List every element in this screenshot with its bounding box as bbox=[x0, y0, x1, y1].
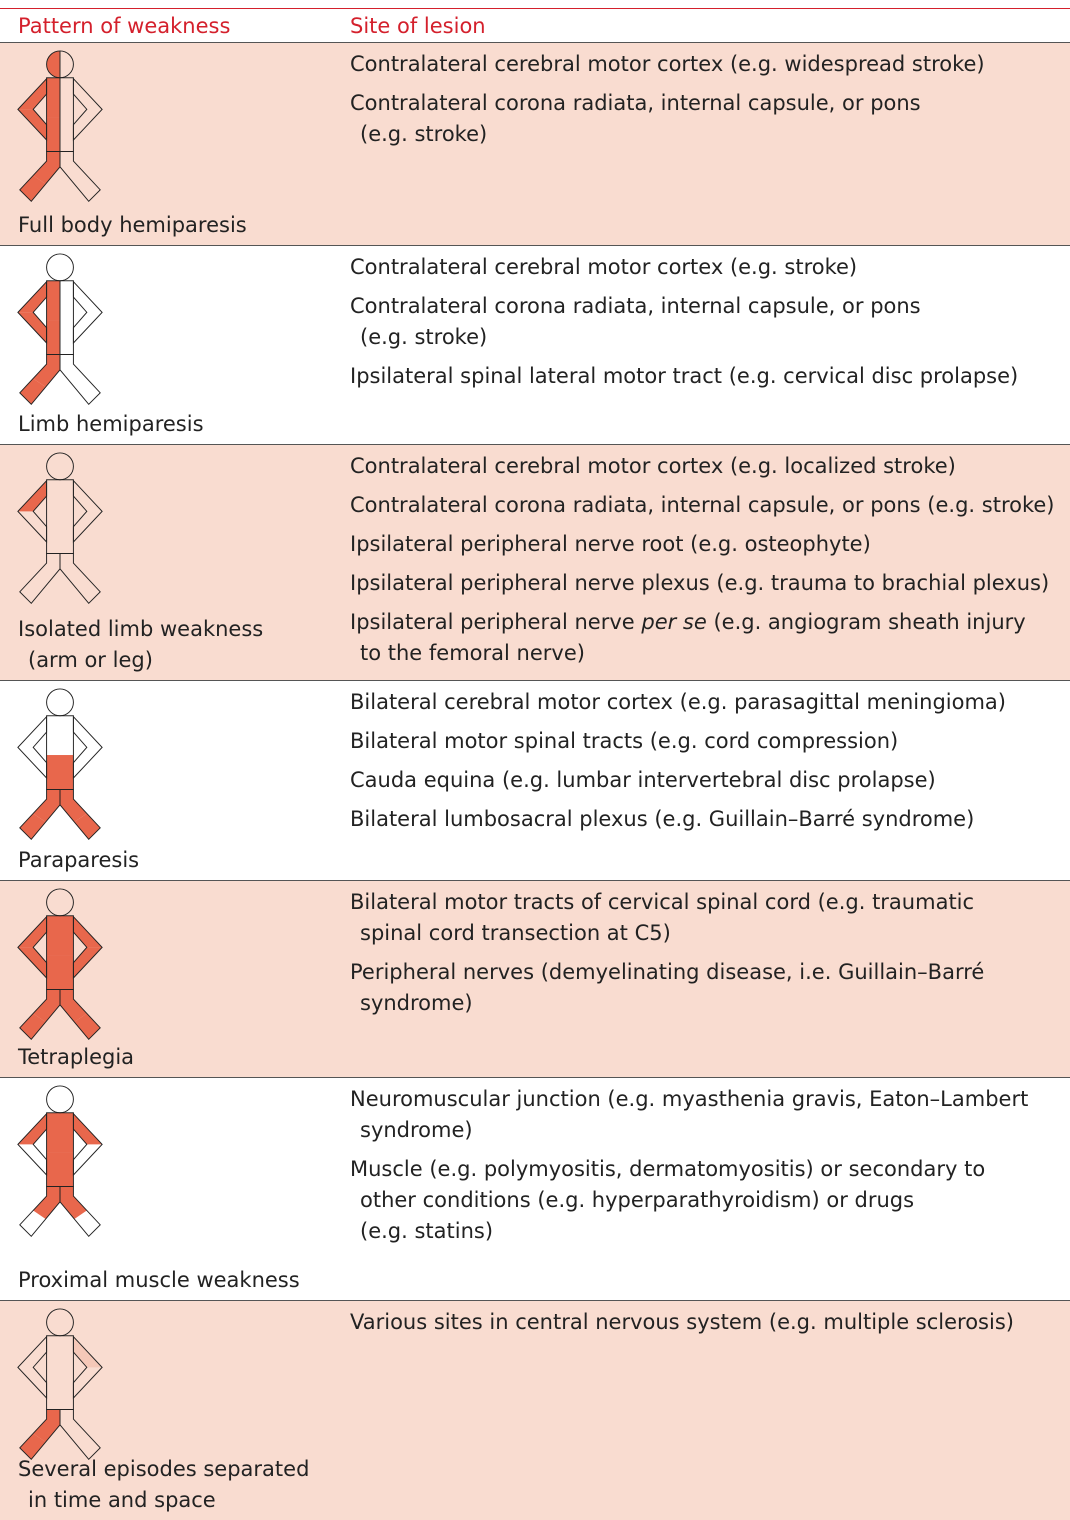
pattern-line: Proximal muscle weakness bbox=[18, 1268, 300, 1292]
pattern-line: Limb hemiparesis bbox=[18, 412, 204, 436]
site-line: Neuromuscular junction (e.g. myasthenia … bbox=[350, 1087, 1029, 1111]
site-line: Ipsilateral spinal lateral motor tract (… bbox=[350, 364, 1019, 388]
figure-isolated-limb bbox=[17, 452, 103, 604]
figure-paraparesis bbox=[17, 688, 103, 840]
table-row: Limb hemiparesis Contralateral cerebral m… bbox=[0, 245, 1070, 444]
site-line: to the femoral nerve) bbox=[360, 641, 585, 665]
pattern-line: Several episodes separated bbox=[18, 1457, 310, 1481]
site-line: Contralateral corona radiata, internal c… bbox=[350, 91, 921, 115]
site-line: Various sites in central nervous system … bbox=[350, 1310, 1014, 1334]
pattern-label: Proximal muscle weakness bbox=[18, 1265, 300, 1296]
site-item: Neuromuscular junction (e.g. myasthenia … bbox=[350, 1084, 1065, 1146]
site-line: Muscle (e.g. polymyositis, dermatomyosit… bbox=[350, 1157, 986, 1181]
site-item: Ipsilateral peripheral nerve per se (e.g… bbox=[350, 607, 1065, 669]
pattern-line: Tetraplegia bbox=[18, 1045, 135, 1069]
site-line: Ipsilateral peripheral nerve plexus (e.g… bbox=[350, 571, 1050, 595]
site-list: Various sites in central nervous system … bbox=[350, 1307, 1065, 1346]
site-line: Bilateral motor spinal tracts (e.g. cord… bbox=[350, 729, 899, 753]
site-list: Contralateral cerebral motor cortex (e.g… bbox=[350, 49, 1065, 158]
site-item: Bilateral lumbosacral plexus (e.g. Guill… bbox=[350, 804, 1065, 835]
top-rule bbox=[0, 8, 1070, 9]
pattern-line: Isolated limb weakness bbox=[18, 617, 264, 641]
pattern-label: Several episodes separated in time and sp… bbox=[18, 1454, 309, 1516]
site-line: (e.g. stroke) bbox=[360, 325, 488, 349]
site-item: Contralateral cerebral motor cortex (e.g… bbox=[350, 252, 1065, 283]
site-item: Bilateral cerebral motor cortex (e.g. pa… bbox=[350, 687, 1065, 718]
header-site: Site of lesion bbox=[350, 14, 486, 38]
figure-several-episodes bbox=[17, 1308, 103, 1460]
site-item: Peripheral nerves (demyelinating disease… bbox=[350, 957, 1065, 1019]
site-line: Ipsilateral peripheral nerve root (e.g. … bbox=[350, 532, 871, 556]
site-list: Contralateral cerebral motor cortex (e.g… bbox=[350, 451, 1065, 677]
site-line: (e.g. statins) bbox=[360, 1219, 494, 1243]
site-line: Cauda equina (e.g. lumbar intervertebral… bbox=[350, 768, 936, 792]
header-pattern: Pattern of weakness bbox=[18, 14, 231, 38]
site-line: Bilateral cerebral motor cortex (e.g. pa… bbox=[350, 690, 1006, 714]
table-row: Several episodes separated in time and sp… bbox=[0, 1300, 1070, 1520]
site-list: Bilateral motor tracts of cervical spina… bbox=[350, 887, 1065, 1027]
site-line: Contralateral cerebral motor cortex (e.g… bbox=[350, 255, 858, 279]
site-text: (e.g. angiogram sheath injury bbox=[706, 610, 1026, 634]
site-text: per se bbox=[641, 610, 707, 634]
site-list: Contralateral cerebral motor cortex (e.g… bbox=[350, 252, 1065, 400]
pattern-label: Tetraplegia bbox=[18, 1042, 134, 1073]
site-line: syndrome) bbox=[360, 1118, 473, 1142]
site-item: Various sites in central nervous system … bbox=[350, 1307, 1065, 1338]
site-item: Contralateral corona radiata, internal c… bbox=[350, 291, 1065, 353]
site-item: Ipsilateral peripheral nerve plexus (e.g… bbox=[350, 568, 1065, 599]
pattern-label: Isolated limb weakness (arm or leg) bbox=[18, 614, 263, 676]
site-line: Contralateral cerebral motor cortex (e.g… bbox=[350, 52, 985, 76]
site-item: Contralateral cerebral motor cortex (e.g… bbox=[350, 451, 1065, 482]
pattern-label: Paraparesis bbox=[18, 845, 139, 876]
site-line: Contralateral cerebral motor cortex (e.g… bbox=[350, 454, 956, 478]
pattern-label: Full body hemiparesis bbox=[18, 210, 247, 241]
site-list: Bilateral cerebral motor cortex (e.g. pa… bbox=[350, 687, 1065, 843]
site-line: (e.g. stroke) bbox=[360, 122, 488, 146]
site-item: Ipsilateral spinal lateral motor tract (… bbox=[350, 361, 1065, 392]
pattern-label: Limb hemiparesis bbox=[18, 409, 204, 440]
site-line: other conditions (e.g. hyperparathyroidi… bbox=[360, 1188, 915, 1212]
site-line: Bilateral lumbosacral plexus (e.g. Guill… bbox=[350, 807, 975, 831]
table-row: Paraparesis Bilateral cerebral motor cort… bbox=[0, 680, 1070, 880]
table-row: Isolated limb weakness (arm or leg) Contra… bbox=[0, 444, 1070, 680]
table-row: Full body hemiparesis Contralateral cereb… bbox=[0, 42, 1070, 245]
site-line: Ipsilateral peripheral nerve per se (e.g… bbox=[350, 607, 1065, 638]
site-item: Ipsilateral peripheral nerve root (e.g. … bbox=[350, 529, 1065, 560]
site-line: Peripheral nerves (demyelinating disease… bbox=[350, 960, 985, 984]
site-line: spinal cord transection at C5) bbox=[360, 921, 671, 945]
site-text: Ipsilateral peripheral nerve bbox=[350, 610, 642, 634]
site-list: Neuromuscular junction (e.g. myasthenia … bbox=[350, 1084, 1065, 1255]
site-item: Contralateral corona radiata, internal c… bbox=[350, 490, 1065, 521]
site-item: Contralateral corona radiata, internal c… bbox=[350, 88, 1065, 150]
pattern-line: Full body hemiparesis bbox=[18, 213, 247, 237]
site-item: Contralateral cerebral motor cortex (e.g… bbox=[350, 49, 1065, 80]
figure-limb-hemiparesis bbox=[17, 253, 103, 405]
site-item: Bilateral motor tracts of cervical spina… bbox=[350, 887, 1065, 949]
pattern-line: in time and space bbox=[28, 1488, 216, 1512]
site-item: Cauda equina (e.g. lumbar intervertebral… bbox=[350, 765, 1065, 796]
table-row: Tetraplegia Bilateral motor tracts of cer… bbox=[0, 880, 1070, 1077]
figure-full-body-hemiparesis bbox=[17, 50, 103, 202]
pattern-line: Paraparesis bbox=[18, 848, 140, 872]
table-row: Proximal muscle weakness Neuromuscular ju… bbox=[0, 1077, 1070, 1300]
site-item: Bilateral motor spinal tracts (e.g. cord… bbox=[350, 726, 1065, 757]
pattern-line: (arm or leg) bbox=[28, 648, 153, 672]
site-item: Muscle (e.g. polymyositis, dermatomyosit… bbox=[350, 1154, 1065, 1247]
site-line: Bilateral motor tracts of cervical spina… bbox=[350, 890, 975, 914]
figure-tetraplegia bbox=[17, 888, 103, 1040]
figure-proximal bbox=[17, 1085, 103, 1237]
site-line: syndrome) bbox=[360, 991, 473, 1015]
site-line: Contralateral corona radiata, internal c… bbox=[350, 294, 921, 318]
site-line: Contralateral corona radiata, internal c… bbox=[350, 493, 1055, 517]
